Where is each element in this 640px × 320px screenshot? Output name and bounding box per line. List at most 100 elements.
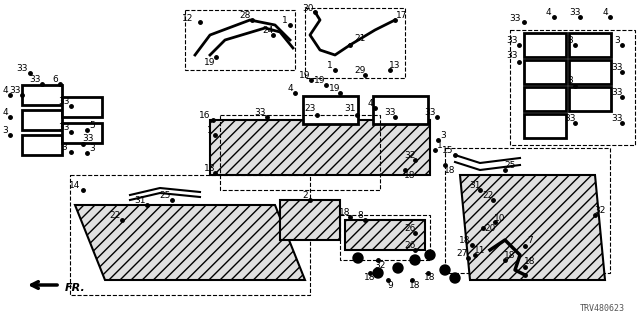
Text: 9: 9 <box>387 281 393 290</box>
Text: 22: 22 <box>483 190 493 199</box>
Bar <box>280 200 340 240</box>
Text: 3: 3 <box>89 143 95 153</box>
Text: 18: 18 <box>204 164 216 172</box>
Polygon shape <box>210 120 430 175</box>
Text: 33: 33 <box>569 7 580 17</box>
Text: 4: 4 <box>2 108 8 116</box>
Text: 33: 33 <box>384 108 396 116</box>
Text: 33: 33 <box>506 51 518 60</box>
Bar <box>569 33 611 57</box>
Text: 1: 1 <box>282 15 288 25</box>
Bar <box>22 135 62 155</box>
Text: 12: 12 <box>182 13 194 22</box>
Text: 18: 18 <box>444 165 456 174</box>
Text: 23: 23 <box>304 103 316 113</box>
Text: 19: 19 <box>300 70 311 79</box>
Text: 15: 15 <box>442 146 454 155</box>
Text: 10: 10 <box>494 213 506 222</box>
Bar <box>305 8 405 78</box>
Text: 17: 17 <box>396 11 408 20</box>
Text: 7: 7 <box>527 236 533 244</box>
Text: 8: 8 <box>357 211 363 220</box>
Bar <box>524 60 566 84</box>
Bar <box>220 115 380 190</box>
Text: 19: 19 <box>314 76 326 84</box>
Text: 32: 32 <box>374 260 386 269</box>
Text: 13: 13 <box>389 60 401 69</box>
Text: 14: 14 <box>69 180 81 189</box>
Text: 3: 3 <box>614 36 620 44</box>
Text: 26: 26 <box>404 241 416 250</box>
Circle shape <box>425 250 435 260</box>
Bar <box>340 215 430 260</box>
Bar <box>185 10 295 70</box>
Polygon shape <box>460 175 605 280</box>
Text: 4: 4 <box>545 7 551 17</box>
Text: 3: 3 <box>2 125 8 134</box>
Text: 27: 27 <box>456 249 468 258</box>
Polygon shape <box>75 205 305 280</box>
Bar <box>524 87 566 111</box>
Text: 18: 18 <box>460 236 471 244</box>
Text: 5: 5 <box>89 121 95 130</box>
Bar <box>303 96 358 124</box>
Text: 33: 33 <box>564 114 576 123</box>
Text: 29: 29 <box>355 66 365 75</box>
Text: 2: 2 <box>302 190 308 199</box>
Bar <box>445 148 610 273</box>
Text: 1: 1 <box>437 140 443 149</box>
Text: 22: 22 <box>109 211 120 220</box>
Text: 21: 21 <box>355 34 365 43</box>
Text: 3: 3 <box>440 131 446 140</box>
Bar <box>22 85 62 105</box>
Bar <box>62 97 102 117</box>
Text: 33: 33 <box>16 63 28 73</box>
Text: 20: 20 <box>484 223 496 233</box>
Text: 24: 24 <box>262 26 274 35</box>
Text: 4: 4 <box>367 99 373 108</box>
Text: 33: 33 <box>58 97 70 106</box>
Text: 18: 18 <box>504 251 516 260</box>
Text: 31: 31 <box>134 196 146 204</box>
Text: 30: 30 <box>302 4 314 12</box>
Text: 19: 19 <box>204 58 216 67</box>
Circle shape <box>393 263 403 273</box>
Bar <box>22 110 62 130</box>
Text: 33: 33 <box>58 123 70 132</box>
Text: 18: 18 <box>409 281 420 290</box>
Bar <box>372 96 428 124</box>
Bar <box>345 220 425 250</box>
Text: 1: 1 <box>327 60 333 69</box>
Text: 16: 16 <box>199 110 211 119</box>
Text: 33: 33 <box>611 62 623 71</box>
Text: 1: 1 <box>207 125 213 134</box>
Text: 18: 18 <box>364 274 376 283</box>
Text: 28: 28 <box>239 11 251 20</box>
Bar <box>524 114 566 138</box>
Text: 33: 33 <box>611 114 623 123</box>
Text: 18: 18 <box>339 207 351 217</box>
Bar <box>510 30 635 145</box>
Text: 25: 25 <box>159 190 171 199</box>
Text: 32: 32 <box>595 205 605 214</box>
Text: 3: 3 <box>567 36 573 44</box>
Text: TRV480623: TRV480623 <box>580 304 625 313</box>
Text: 33: 33 <box>29 75 41 84</box>
Text: 33: 33 <box>9 85 20 94</box>
Circle shape <box>440 265 450 275</box>
Text: 4: 4 <box>2 85 8 94</box>
Bar <box>569 60 611 84</box>
Text: 19: 19 <box>329 84 340 92</box>
Text: 3: 3 <box>567 76 573 84</box>
Text: 26: 26 <box>404 223 416 233</box>
Text: 6: 6 <box>52 75 58 84</box>
Bar <box>62 123 102 143</box>
Text: 18: 18 <box>404 171 416 180</box>
Text: 31: 31 <box>344 103 356 113</box>
Text: 31: 31 <box>469 180 481 189</box>
Text: 33: 33 <box>509 13 521 22</box>
Circle shape <box>373 268 383 278</box>
Text: 18: 18 <box>524 258 536 267</box>
Text: 33: 33 <box>83 133 93 142</box>
Text: 18: 18 <box>424 274 436 283</box>
